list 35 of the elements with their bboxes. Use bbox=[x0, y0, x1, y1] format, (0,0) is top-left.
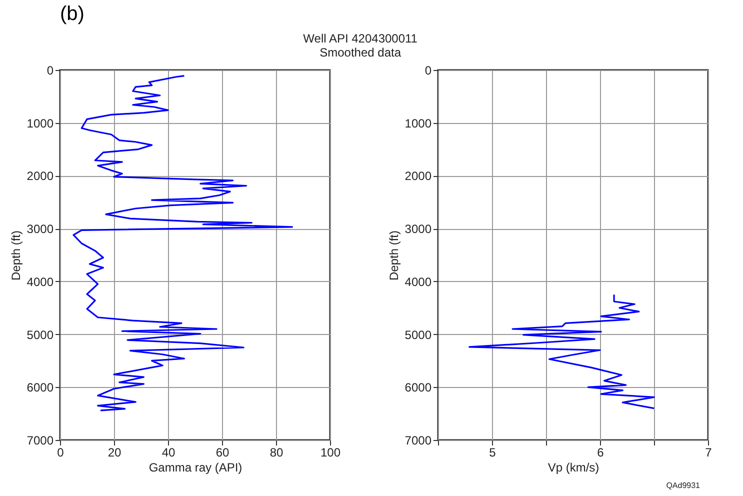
y-tick-label: 7000 bbox=[404, 434, 432, 448]
y-tick-label: 5000 bbox=[26, 328, 54, 342]
y-tick-label: 7000 bbox=[26, 434, 54, 448]
text: (b) bbox=[60, 3, 84, 25]
x-tick-label: 100 bbox=[320, 446, 341, 460]
text: Well API 4204300011 bbox=[303, 31, 418, 46]
y-tick-label: 1000 bbox=[26, 116, 54, 130]
y-tick-label: 0 bbox=[46, 64, 54, 78]
line-series bbox=[72, 75, 293, 412]
text: Smoothed data bbox=[320, 45, 402, 60]
y-tick-label: 2000 bbox=[404, 169, 432, 184]
y-tick-label: 6000 bbox=[404, 380, 432, 395]
x-tick-label: 20 bbox=[108, 446, 122, 460]
x-tick-label: 40 bbox=[162, 446, 176, 460]
x-tick-label: 60 bbox=[216, 446, 230, 460]
y-tick-label: 5000 bbox=[404, 328, 432, 342]
x-tick-label: 5 bbox=[489, 446, 496, 460]
y-tick-label: 0 bbox=[424, 64, 432, 78]
y-tick-label: 6000 bbox=[26, 380, 54, 395]
y-axis-title: Depth (ft) bbox=[8, 230, 23, 281]
x-tick-label: 80 bbox=[270, 446, 284, 460]
y-tick-label: 4000 bbox=[404, 274, 432, 289]
line-series bbox=[468, 294, 655, 410]
x-axis-title: Gamma ray (API) bbox=[148, 460, 242, 474]
x-tick-label: 7 bbox=[705, 446, 712, 460]
y-tick-label: 3000 bbox=[26, 222, 54, 236]
x-tick-label: 6 bbox=[597, 446, 604, 460]
y-tick-label: 2000 bbox=[26, 169, 54, 184]
y-axis-title: Depth (ft) bbox=[386, 230, 401, 281]
x-tick-label: 0 bbox=[57, 446, 64, 460]
text: QAd9931 bbox=[666, 481, 701, 490]
y-tick-label: 1000 bbox=[404, 116, 432, 130]
x-axis-title: Vp (km/s) bbox=[548, 460, 600, 474]
y-tick-label: 4000 bbox=[26, 274, 54, 289]
y-tick-label: 3000 bbox=[404, 222, 432, 236]
